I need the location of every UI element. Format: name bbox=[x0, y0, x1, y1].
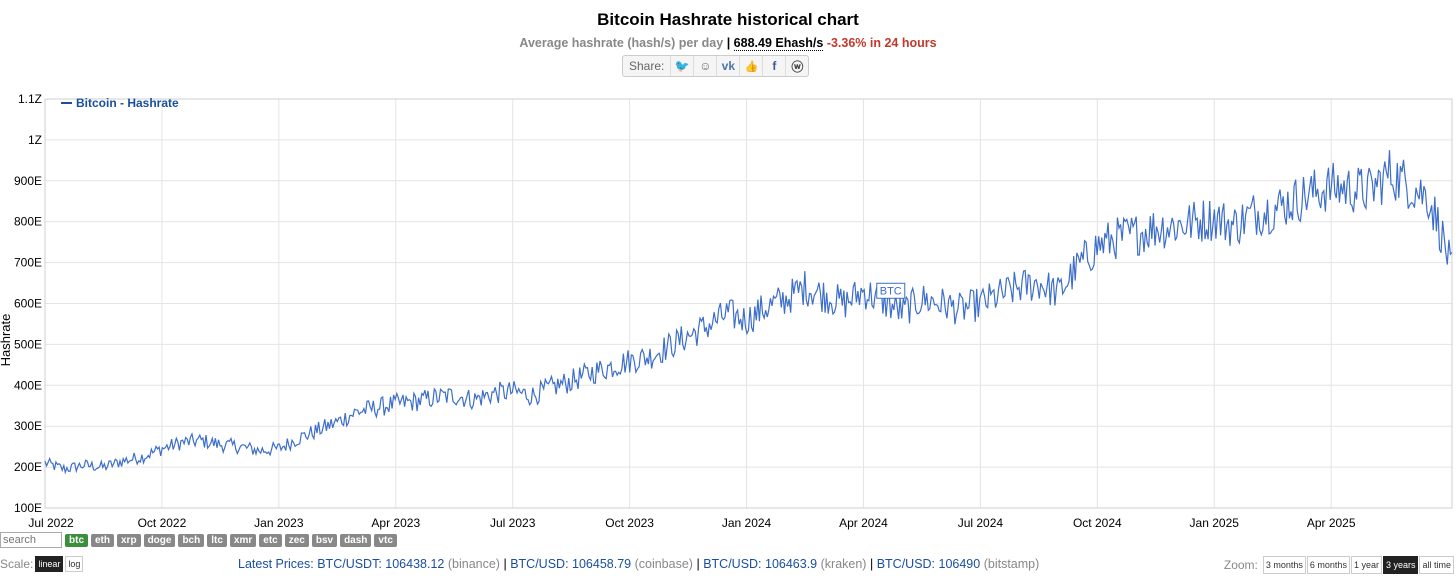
hashrate-chart: 100E 200E 300E 400E 500E 600E 700E 800E 900E 1Z 1.… bbox=[0, 92, 1453, 530]
share-label: Share: bbox=[629, 59, 665, 73]
price-bitstamp[interactable]: BTC/USD: 106490 bbox=[876, 557, 981, 571]
facebook-icon[interactable]: f bbox=[762, 56, 785, 76]
price-source: (binance) bbox=[447, 557, 500, 571]
zoom-6-months-button[interactable]: 6 months bbox=[1306, 556, 1350, 574]
chart-subtitle: Average hashrate (hash/s) per day | 688.… bbox=[0, 36, 1456, 51]
x-tick-label: Jan 2024 bbox=[722, 516, 772, 530]
hashrate-change: -3.36% in 24 hours bbox=[826, 36, 937, 50]
price-source: (coinbase) bbox=[634, 557, 693, 571]
zoom-3-years-button[interactable]: 3 years bbox=[1382, 556, 1419, 574]
plot-frame bbox=[44, 98, 1453, 509]
scale-control: Scale: linear log bbox=[0, 556, 84, 572]
grid-lines bbox=[44, 98, 1453, 509]
y-tick-label: 500E bbox=[14, 337, 42, 351]
zoom-1-year-button[interactable]: 1 year bbox=[1350, 556, 1382, 574]
coin-vtc[interactable]: vtc bbox=[374, 533, 397, 547]
twitter-icon[interactable]: 🐦 bbox=[670, 56, 693, 76]
x-tick-label: Jul 2024 bbox=[958, 516, 1004, 530]
btc-annotation[interactable]: BTC bbox=[876, 282, 906, 299]
x-tick-label: Apr 2023 bbox=[371, 516, 420, 530]
annotation-box bbox=[876, 282, 906, 299]
y-tick-label: 700E bbox=[14, 256, 42, 270]
scale-label: Scale: bbox=[0, 557, 34, 571]
price-separator: | bbox=[869, 557, 874, 571]
zoom-label: Zoom: bbox=[1223, 558, 1258, 572]
y-axis-ticks: 100E 200E 300E 400E 500E 600E 700E 800E 900E 1Z 1.… bbox=[14, 92, 42, 515]
zoom-all-time-button[interactable]: all time bbox=[1419, 556, 1454, 574]
like-icon[interactable]: 👍 bbox=[739, 56, 762, 76]
coin-selector: btc eth xrp doge bch ltc xmr etc zec bsv… bbox=[0, 532, 397, 548]
subtitle-label: Average hashrate (hash/s) per day bbox=[519, 36, 724, 50]
chart-title: Bitcoin Hashrate historical chart bbox=[597, 10, 859, 29]
x-axis-ticks: Jul 2022 Oct 2022 Jan 2023 Apr 2023 Jul 2023… bbox=[28, 516, 1356, 530]
price-source: (bitstamp) bbox=[983, 557, 1040, 571]
y-axis-label: Hashrate bbox=[0, 314, 13, 367]
x-tick-label: Apr 2024 bbox=[839, 516, 888, 530]
y-tick-label: 200E bbox=[14, 460, 42, 474]
weibo-icon[interactable]: ⓦ bbox=[785, 56, 808, 76]
coin-etc[interactable]: etc bbox=[259, 533, 282, 547]
coin-eth[interactable]: eth bbox=[91, 533, 114, 547]
x-tick-label: Jan 2025 bbox=[1190, 516, 1240, 530]
coin-dash[interactable]: dash bbox=[340, 533, 372, 547]
x-tick-label: Jul 2023 bbox=[490, 516, 536, 530]
hashrate-value: 688.49 Ehash/s bbox=[733, 36, 824, 51]
price-source: (kraken) bbox=[820, 557, 867, 571]
y-tick-label: 800E bbox=[14, 215, 42, 229]
coin-bsv[interactable]: bsv bbox=[311, 533, 338, 547]
y-tick-label: 300E bbox=[14, 419, 42, 433]
reddit-icon[interactable]: ☺ bbox=[693, 56, 716, 76]
vk-icon[interactable]: vk bbox=[716, 56, 739, 76]
coin-xrp[interactable]: xrp bbox=[117, 533, 141, 547]
coin-zec[interactable]: zec bbox=[284, 533, 309, 547]
x-tick-label: Jul 2022 bbox=[28, 516, 74, 530]
x-tick-label: Apr 2025 bbox=[1307, 516, 1356, 530]
x-tick-label: Oct 2024 bbox=[1073, 516, 1122, 530]
legend-label: Bitcoin - Hashrate bbox=[76, 96, 179, 110]
y-tick-label: 1Z bbox=[28, 133, 42, 147]
search-input[interactable] bbox=[0, 532, 62, 548]
scale-linear-button[interactable]: linear bbox=[35, 556, 64, 572]
price-separator: | bbox=[503, 557, 507, 571]
y-tick-label: 100E bbox=[14, 501, 42, 515]
price-kraken[interactable]: BTC/USD: 106463.9 bbox=[703, 557, 818, 571]
y-tick-label: 900E bbox=[14, 174, 42, 188]
x-tick-label: Oct 2022 bbox=[138, 516, 187, 530]
share-bar: Share: 🐦 ☺ vk 👍 f ⓦ bbox=[622, 55, 810, 77]
annotation-text: BTC bbox=[880, 285, 902, 297]
y-tick-label: 600E bbox=[14, 297, 42, 311]
x-tick-label: Oct 2023 bbox=[605, 516, 654, 530]
coin-bch[interactable]: bch bbox=[178, 533, 205, 547]
hashrate-series-line bbox=[44, 150, 1453, 475]
price-separator: | bbox=[696, 557, 700, 571]
coin-ltc[interactable]: ltc bbox=[207, 533, 227, 547]
price-binance[interactable]: BTC/USDT: 106438.12 bbox=[317, 557, 445, 571]
zoom-control: Zoom: 3 months 6 months 1 year 3 years a… bbox=[1224, 556, 1454, 574]
y-tick-label: 400E bbox=[14, 378, 42, 392]
prices-label: Latest Prices: bbox=[238, 557, 314, 571]
scale-log-button[interactable]: log bbox=[65, 556, 84, 572]
price-coinbase[interactable]: BTC/USD: 106458.79 bbox=[510, 557, 632, 571]
coin-xmr[interactable]: xmr bbox=[229, 533, 257, 547]
x-tick-label: Jan 2023 bbox=[254, 516, 304, 530]
coin-doge[interactable]: doge bbox=[143, 533, 176, 547]
y-tick-label: 1.1Z bbox=[18, 92, 42, 106]
zoom-3-months-button[interactable]: 3 months bbox=[1262, 556, 1306, 574]
subtitle-sep: | bbox=[726, 36, 731, 50]
latest-prices: Latest Prices: BTC/USDT: 106438.12 (bina… bbox=[238, 557, 1039, 571]
coin-btc[interactable]: btc bbox=[65, 533, 88, 547]
